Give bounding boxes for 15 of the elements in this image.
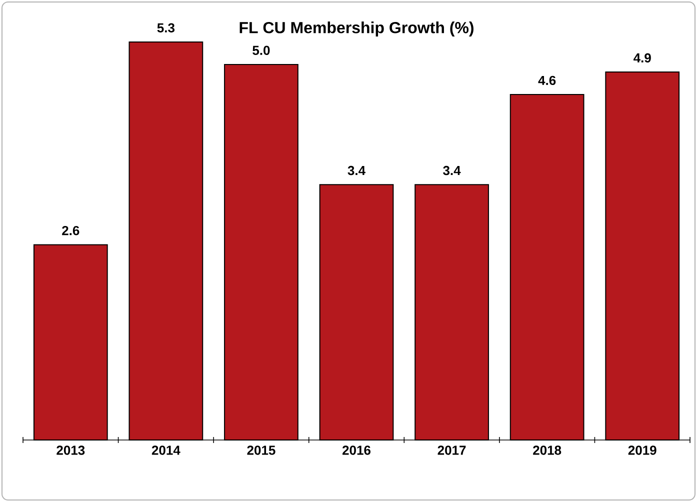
data-label: 4.9 (634, 53, 651, 62)
chart-title: FL CU Membership Growth (%) (240, 22, 474, 36)
data-label: 4.6 (538, 76, 556, 86)
x-tick-label: 2016 (342, 446, 370, 455)
data-label: 5.0 (252, 46, 270, 55)
x-tick-label: 2013 (56, 446, 85, 455)
x-tick-label: 2019 (628, 446, 656, 455)
data-label: 5.3 (157, 23, 174, 32)
data-label: 3.4 (348, 166, 366, 176)
data-label: 2.6 (62, 226, 80, 236)
x-tick-label: 2015 (247, 446, 276, 455)
x-tick-label: 2017 (438, 446, 466, 455)
data-label: 3.4 (443, 166, 461, 176)
x-tick-label: 2014 (152, 446, 180, 455)
x-tick-label: 2018 (533, 446, 562, 455)
